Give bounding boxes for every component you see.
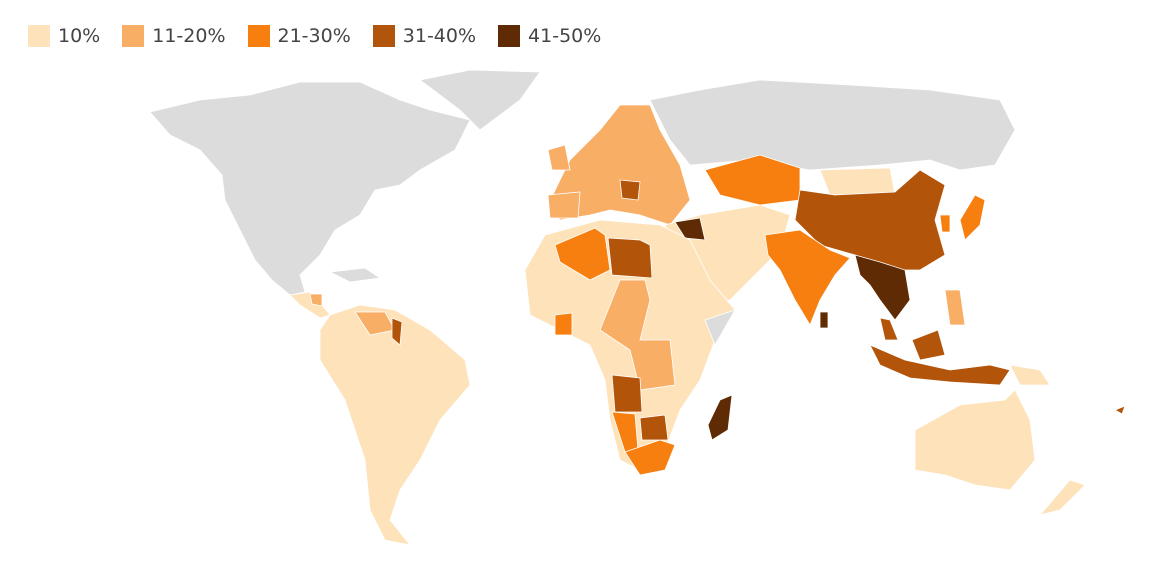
legend-label: 31-40% [402,25,477,47]
png [1009,364,1051,386]
syria-iraq [674,217,706,241]
legend-swatch [122,25,145,47]
legend-swatch [498,25,521,47]
russia [649,79,1016,171]
cote-divoire [554,312,573,336]
se-asia [854,254,911,321]
central-africa [599,279,676,391]
horn-africa [704,309,736,346]
legend-swatch [28,25,50,47]
uk [547,144,571,171]
legend-label: 11-20% [152,25,226,47]
legend-label: 10% [58,25,101,47]
legend-item: 21-30% [247,25,351,47]
madagascar [707,394,733,441]
legend-swatch [372,25,395,47]
mongolia [819,167,896,196]
north-america [149,81,471,296]
guyana [391,317,403,346]
pacific-island [1114,405,1126,415]
philippines [944,289,966,326]
angola [611,374,643,413]
algeria [554,227,611,281]
legend: 10% 11-20% 21-30% 31-40% 41-50% [28,25,601,47]
legend-item: 41-50% [498,25,601,47]
legend-swatch [247,25,270,47]
new-zealand [1038,479,1086,516]
balkans [619,179,641,201]
legend-item: 11-20% [122,25,226,47]
legend-label: 21-30% [277,25,351,47]
australia [914,389,1036,491]
borneo [911,329,946,361]
legend-item: 10% [28,25,100,47]
indonesia [869,344,1011,386]
greenland [419,69,541,131]
south-america [319,304,471,546]
legend-label: 41-50% [528,25,602,47]
south-africa [624,439,676,476]
caribbean [328,267,382,283]
libya [607,237,653,279]
zimbabwe [639,414,669,441]
iberia [547,191,581,219]
india [764,229,851,326]
malaysia [879,317,899,341]
korea [939,214,951,233]
legend-item: 31-40% [372,25,477,47]
japan [959,194,986,241]
honduras [309,293,323,307]
sri-lanka [819,311,829,329]
